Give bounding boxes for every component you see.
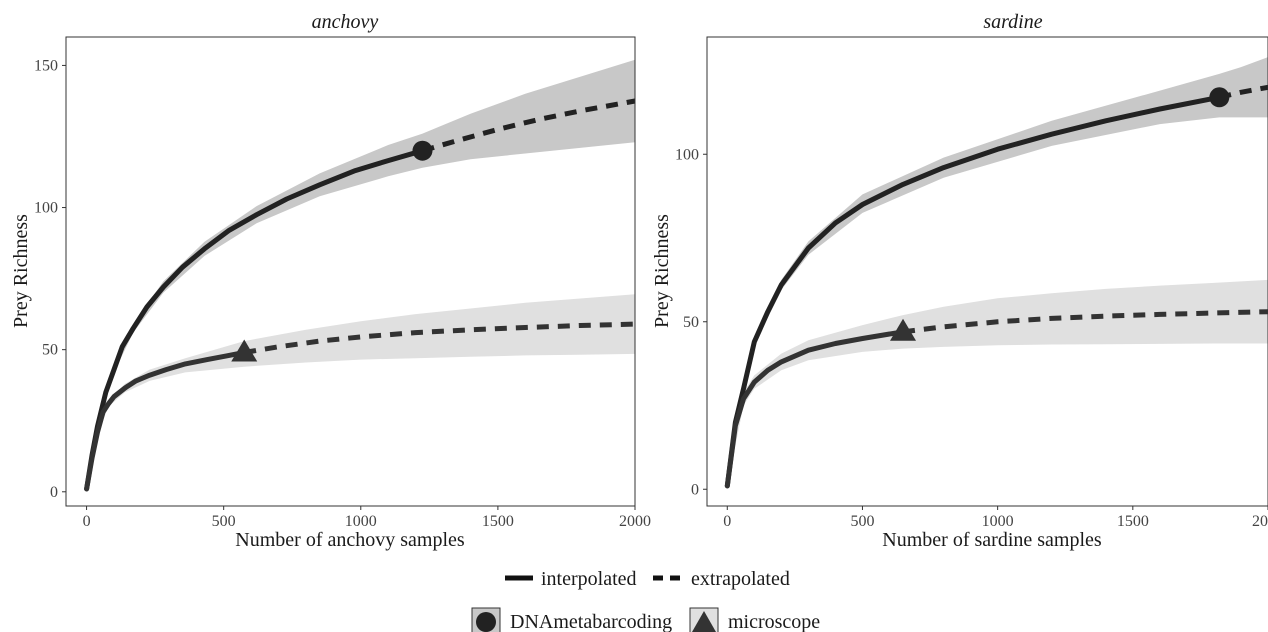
extrapolated-line-microscope (902, 309, 1268, 335)
confidence-band-microscope (86, 294, 636, 489)
observed-point-dnametabarcoding (412, 140, 433, 161)
y-tick-label: 100 (675, 146, 699, 163)
y-axis-ticks-sardine: 0 50 100 (675, 146, 707, 498)
y-tick-label: 0 (50, 484, 58, 501)
legend-label-extrapolated: extrapolated (691, 568, 790, 590)
x-tick-label: 500 (850, 513, 874, 530)
y-axis-label-anchovy: Prey Richness (10, 214, 32, 328)
x-tick-label: 1000 (345, 513, 377, 530)
y-tick-label: 100 (34, 200, 58, 217)
legend-label-microscope: microscope (728, 611, 820, 632)
interpolated-line-dnametabarcoding (724, 94, 1222, 489)
extrapolated-line-microscope (243, 321, 636, 355)
x-tick-label: 1500 (1117, 513, 1149, 530)
x-tick-label: 1000 (982, 513, 1014, 530)
x-axis-label-anchovy: Number of anchovy samples (235, 529, 465, 551)
interpolated-line-dnametabarcoding (84, 148, 425, 492)
legend-linetype: interpolated extrapolated (505, 568, 790, 590)
observed-point-microscope (890, 318, 917, 341)
x-tick-label: 500 (212, 513, 236, 530)
x-tick-label: 0 (723, 513, 731, 530)
confidence-band-microscope (727, 279, 1268, 486)
extrapolated-line-dnametabarcoding (421, 98, 636, 154)
plot-area-anchovy (84, 59, 636, 492)
panel-title-anchovy: anchovy (312, 11, 379, 33)
confidence-band-dnametabarcoding (727, 57, 1268, 486)
x-tick-label: 1500 (482, 513, 514, 530)
circle-marker-icon (476, 612, 496, 632)
panel-anchovy: anchovy 0 500 1000 1500 2000 0 50 100 150 Numbe… (10, 11, 651, 551)
x-axis-label-sardine: Number of sardine samples (882, 529, 1102, 551)
plot-area-sardine (724, 57, 1268, 489)
y-tick-label: 50 (683, 314, 699, 331)
interpolated-line-microscope (84, 350, 247, 492)
observed-point-dnametabarcoding (1209, 87, 1230, 108)
panel-sardine: sardine 0 500 1000 1500 2000 0 50 100 Number o… (651, 11, 1268, 551)
observed-point-microscope (231, 339, 258, 362)
y-axis-label-sardine: Prey Richness (651, 214, 673, 328)
y-axis-ticks-anchovy: 0 50 100 150 (34, 57, 66, 501)
x-tick-label: 0 (83, 513, 91, 530)
confidence-band-dnametabarcoding (86, 59, 636, 489)
legend-method: DNAmetabarcoding microscope (471, 607, 820, 632)
x-tick-label: 2000 (1252, 513, 1268, 530)
legend-label-dna: DNAmetabarcoding (510, 611, 672, 632)
x-tick-label: 2000 (619, 513, 651, 530)
triangle-marker-icon (692, 611, 716, 632)
y-tick-label: 0 (691, 481, 699, 498)
y-tick-label: 150 (34, 57, 58, 74)
panel-title-sardine: sardine (983, 11, 1042, 33)
x-axis-ticks-sardine: 0 500 1000 1500 2000 (723, 506, 1268, 530)
panel-border-anchovy (65, 36, 636, 507)
y-tick-label: 50 (42, 342, 58, 359)
x-axis-ticks-anchovy: 0 500 1000 1500 2000 (83, 506, 651, 530)
interpolated-line-microscope (724, 329, 906, 489)
panel-border-sardine (706, 36, 1268, 507)
legend-label-interpolated: interpolated (541, 568, 637, 590)
